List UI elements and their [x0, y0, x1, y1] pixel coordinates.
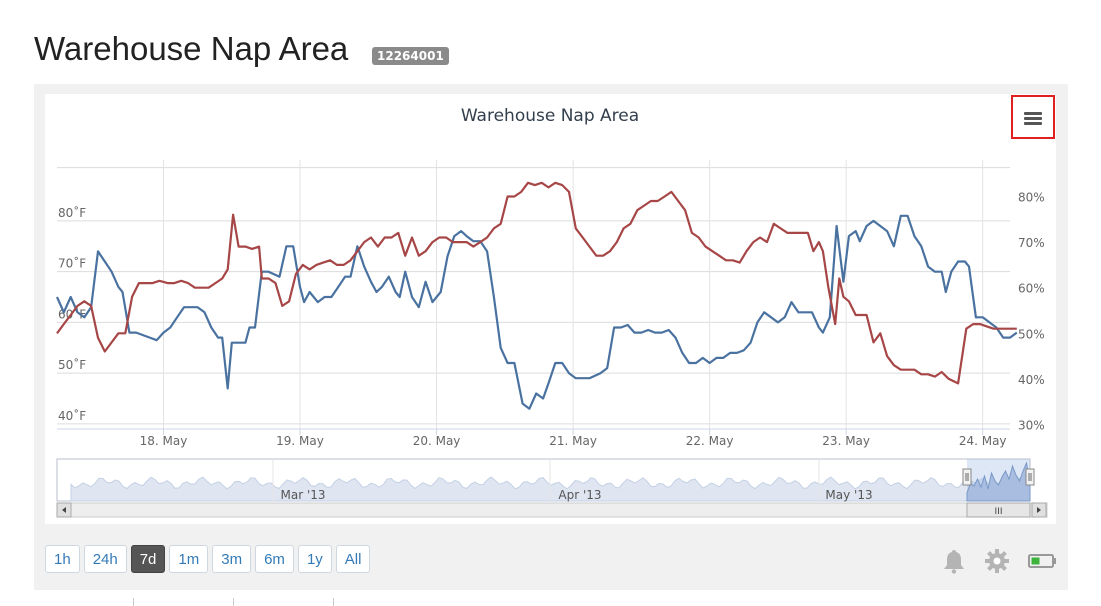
scrollbar-track — [56, 502, 1048, 518]
navigator-handle-right[interactable] — [1025, 468, 1035, 486]
x-tick-label: 23. May — [822, 434, 870, 448]
navigator-label: Apr '13 — [558, 488, 601, 502]
series-line-0 — [55, 214, 1018, 410]
x-tick-label: 22. May — [686, 434, 734, 448]
y-left-tick-label: 50˚F — [58, 357, 86, 372]
range-button-24h[interactable]: 24h — [83, 545, 127, 573]
range-button-6m[interactable]: 6m — [255, 545, 294, 573]
x-tick-label: 19. May — [276, 434, 324, 448]
x-tick-label: 24. May — [959, 434, 1007, 448]
y-right-tick-label: 30% — [1018, 418, 1045, 432]
arrow-left-icon — [62, 507, 66, 513]
navigator-handle-left[interactable] — [962, 468, 972, 486]
range-button-7d[interactable]: 7d — [130, 545, 166, 573]
bell-icon[interactable] — [941, 548, 967, 574]
handle-body — [1025, 468, 1035, 486]
navigator-label: May '13 — [825, 488, 872, 502]
y-right-tick-label: 40% — [1018, 373, 1045, 387]
hamburger-icon — [1024, 112, 1042, 125]
scrollbar-grip: III — [995, 507, 1003, 517]
range-button-1m[interactable]: 1m — [169, 545, 209, 573]
x-tick-label: 21. May — [549, 434, 597, 448]
battery-icon — [1028, 548, 1058, 574]
y-right-tick-label: 80% — [1018, 190, 1045, 204]
handle-body — [962, 468, 972, 486]
x-tick-label: 18. May — [140, 434, 188, 448]
range-button-3m[interactable]: 3m — [212, 545, 252, 573]
gear-icon[interactable] — [984, 548, 1010, 574]
scrollbar-thumb[interactable] — [966, 502, 1031, 518]
chart-title: Warehouse Nap Area — [461, 106, 639, 126]
device-id-badge: 12264001 — [372, 47, 449, 65]
x-tick-label: 20. May — [413, 434, 461, 448]
range-button-all[interactable]: All — [335, 545, 371, 573]
divider — [233, 598, 234, 606]
y-left-tick-label: 70˚F — [58, 256, 86, 271]
divider — [333, 598, 334, 606]
divider — [133, 598, 134, 606]
arrow-right-icon — [1037, 507, 1041, 513]
page-title: Warehouse Nap Area — [34, 30, 349, 67]
series-line-1 — [56, 181, 1017, 385]
navigator-label: Mar '13 — [280, 488, 325, 502]
navigator-selected-area — [966, 461, 1031, 502]
y-left-tick-label: 40˚F — [58, 408, 86, 423]
range-selector: 1h 24h 7d 1m 3m 6m 1y All — [45, 545, 371, 573]
y-left-tick-label: 80˚F — [58, 205, 86, 220]
y-right-tick-label: 50% — [1018, 327, 1045, 341]
navigator-area — [70, 476, 1025, 502]
range-button-1y[interactable]: 1y — [297, 545, 332, 573]
y-right-tick-label: 60% — [1018, 282, 1045, 296]
chart-menu-button[interactable] — [1011, 95, 1055, 139]
chart-container: Warehouse Nap Area 40˚F 50˚F 60˚F 70˚F 80˚F 30… — [45, 94, 1056, 524]
y-right-tick-label: 70% — [1018, 236, 1045, 250]
range-button-1h[interactable]: 1h — [45, 545, 80, 573]
